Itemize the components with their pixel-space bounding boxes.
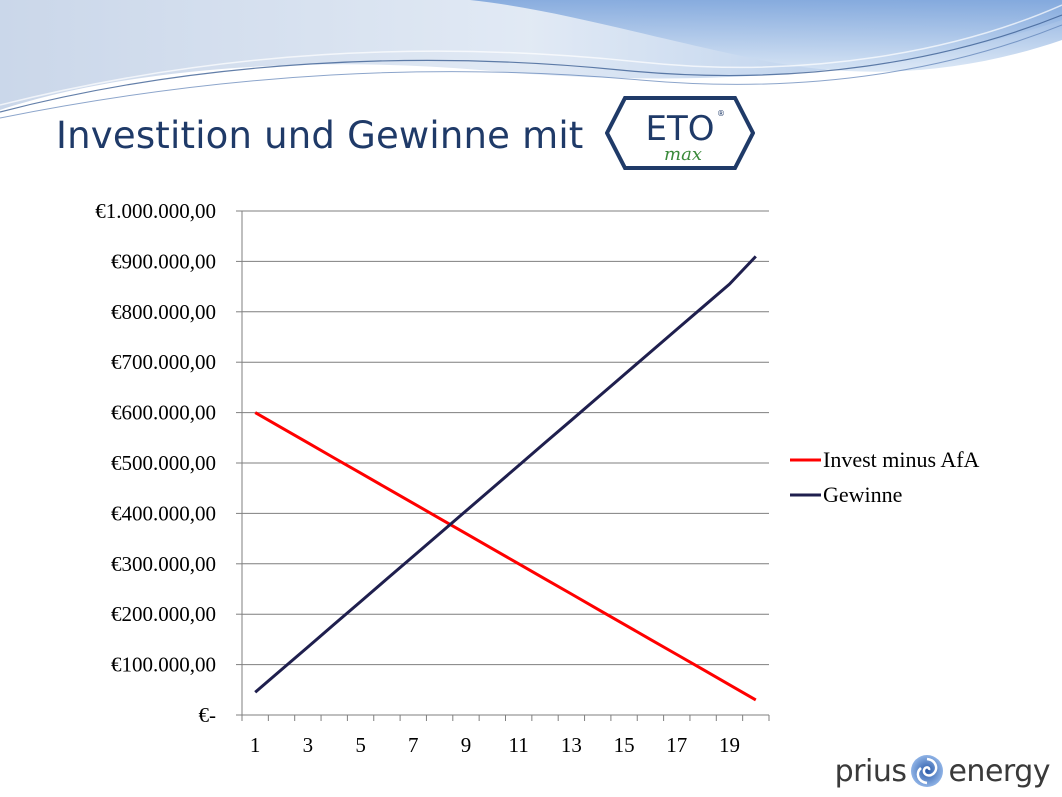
- y-tick-label: €400.000,00: [111, 501, 216, 525]
- logo-sub-text: max: [664, 144, 702, 165]
- series-line-invest-minus-afa: [254, 411, 757, 702]
- y-tick-label: €100.000,00: [111, 653, 216, 677]
- axes: [236, 210, 770, 721]
- y-tick-label: €500.000,00: [111, 451, 216, 475]
- x-tick-label: 17: [666, 733, 687, 757]
- brand-text-left: prius: [834, 753, 907, 789]
- legend-label: Gewinne: [823, 482, 902, 507]
- y-tick-label: €600.000,00: [111, 401, 216, 425]
- x-tick-label: 5: [355, 733, 366, 757]
- y-tick-label: €800.000,00: [111, 300, 216, 324]
- slide-title: Investition und Gewinne mit: [56, 114, 584, 157]
- line-chart: €- €100.000,00 €200.000,00 €300.000,00 €400.…: [95, 199, 980, 757]
- x-tick-label: 1: [250, 733, 261, 757]
- y-tick-label: €200.000,00: [111, 602, 216, 626]
- x-tick-label: 19: [719, 733, 740, 757]
- series-line-gewinne: [254, 255, 757, 694]
- y-tick-label: €900.000,00: [111, 249, 216, 273]
- data-series: [254, 255, 757, 702]
- y-tick-label: €700.000,00: [111, 350, 216, 374]
- x-tick-label: 7: [408, 733, 419, 757]
- prius-energy-logo: prius energy: [834, 751, 1051, 791]
- eto-max-logo: ETO ® max: [605, 96, 755, 170]
- x-tick-label: 9: [461, 733, 472, 757]
- x-tick-label: 11: [509, 733, 529, 757]
- grid-lines: [242, 210, 769, 666]
- x-tick-label: 3: [303, 733, 314, 757]
- logo-main-text: ETO: [645, 109, 714, 149]
- y-tick-label: €-: [199, 703, 217, 727]
- x-tick-label: 13: [561, 733, 582, 757]
- y-tick-label: €300.000,00: [111, 552, 216, 576]
- legend: Invest minus AfA Gewinne: [790, 447, 980, 507]
- header-wave-decoration: [0, 0, 1062, 119]
- y-tick-label: €1.000.000,00: [95, 199, 216, 223]
- swirl-icon: [911, 755, 944, 787]
- y-axis-ticks: €- €100.000,00 €200.000,00 €300.000,00 €400.…: [95, 199, 216, 727]
- x-tick-label: 15: [614, 733, 635, 757]
- legend-label: Invest minus AfA: [823, 447, 980, 472]
- logo-registered-mark: ®: [717, 109, 725, 118]
- brand-text-right: energy: [948, 753, 1050, 789]
- x-axis-ticks: 1 3 5 7 9 11 13 15 17 19: [250, 733, 740, 757]
